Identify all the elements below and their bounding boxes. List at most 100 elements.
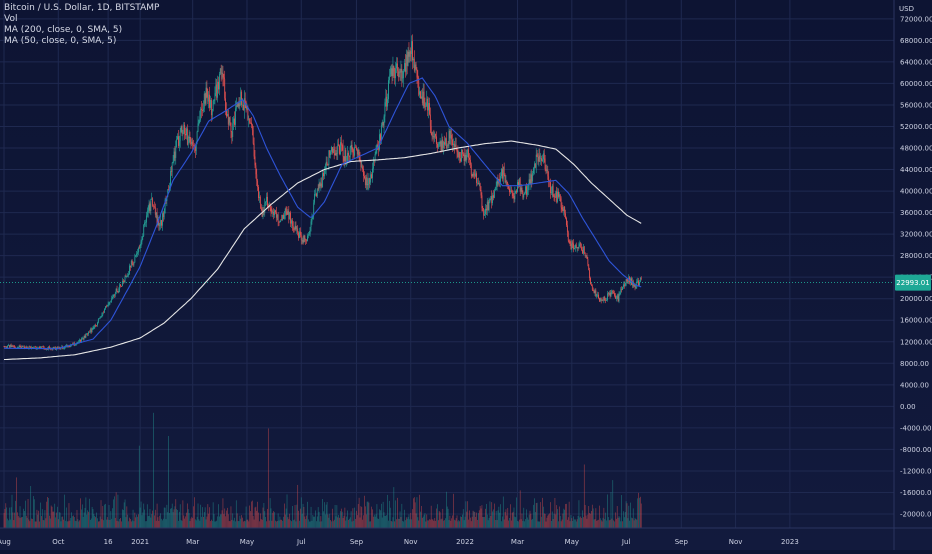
- candle-body: [53, 347, 55, 348]
- volume-bar: [456, 515, 458, 528]
- candle-body: [271, 211, 273, 213]
- candle-body: [462, 153, 464, 155]
- volume-bar: [53, 511, 55, 528]
- candle-body: [607, 293, 609, 295]
- volume-bar: [467, 501, 469, 528]
- candle-body: [331, 147, 332, 152]
- candle-body: [254, 156, 256, 166]
- volume-bar: [521, 513, 523, 528]
- volume-bar: [584, 505, 586, 528]
- candle-body: [354, 147, 356, 156]
- volume-bar: [79, 520, 80, 528]
- volume-bar: [231, 519, 233, 528]
- candle-body: [32, 347, 33, 348]
- candle-body: [38, 347, 40, 348]
- volume-bar: [267, 508, 268, 528]
- volume-bar: [123, 502, 125, 528]
- volume-bar: [25, 515, 27, 528]
- volume-bar: [637, 498, 639, 528]
- volume-bar: [144, 509, 145, 528]
- volume-bar: [91, 506, 93, 528]
- volume-bar: [228, 520, 230, 528]
- volume-bar: [242, 517, 243, 528]
- candle-body: [17, 347, 19, 348]
- volume-bar: [117, 494, 119, 528]
- candle-body: [290, 212, 291, 224]
- candle-body: [252, 130, 254, 144]
- candle-body: [592, 289, 594, 291]
- volume-bar: [219, 516, 220, 528]
- candle-body: [294, 225, 296, 230]
- candle-body: [542, 153, 544, 160]
- volume-bar: [32, 518, 33, 528]
- volume-bar: [126, 506, 128, 528]
- candle-body: [83, 335, 85, 339]
- candle-body: [37, 347, 39, 349]
- volume-bar: [542, 506, 544, 528]
- volume-bar: [80, 498, 81, 528]
- volume-bar: [555, 514, 557, 528]
- candle-body: [8, 345, 9, 346]
- volume-bar: [240, 518, 242, 528]
- volume-bar: [320, 516, 322, 528]
- volume-bar: [398, 518, 400, 528]
- volume-bar: [42, 520, 44, 528]
- candle-body: [429, 114, 431, 127]
- volume-bar: [416, 497, 418, 528]
- volume-bar: [59, 512, 61, 528]
- candle-body: [272, 211, 274, 213]
- volume-bar: [10, 507, 12, 528]
- volume-bar: [316, 521, 317, 528]
- candle-body: [503, 166, 505, 175]
- volume-bar: [299, 520, 300, 528]
- candle-body: [158, 218, 160, 227]
- volume-bar: [336, 505, 338, 528]
- candle-body: [385, 96, 387, 103]
- candle-body: [577, 247, 579, 249]
- volume-bar: [395, 500, 396, 528]
- volume-bar: [16, 477, 17, 528]
- candle-body: [386, 96, 388, 107]
- candle-body: [336, 153, 338, 154]
- candle-body: [199, 116, 201, 121]
- legend-ma50[interactable]: MA (50, close, 0, SMA, 5): [4, 36, 117, 46]
- legend-ma200[interactable]: MA (200, close, 0, SMA, 5): [4, 25, 123, 35]
- volume-bar: [459, 521, 461, 528]
- candle-body: [510, 190, 511, 193]
- volume-bar: [192, 518, 194, 528]
- candle-body: [578, 244, 580, 249]
- volume-bar: [139, 507, 141, 528]
- volume-bar: [538, 521, 540, 528]
- volume-bar: [245, 506, 247, 528]
- candle-body: [342, 145, 344, 157]
- candle-body: [520, 187, 522, 192]
- volume-bar: [271, 520, 273, 528]
- candle-body: [292, 226, 294, 230]
- candle-body: [117, 291, 119, 293]
- candle-body: [314, 194, 316, 203]
- legend-vol[interactable]: Vol: [4, 14, 18, 24]
- volume-bar: [199, 520, 201, 528]
- candle-body: [561, 207, 563, 210]
- candle-body: [108, 303, 110, 305]
- candle-body: [429, 103, 430, 115]
- volume-bar: [238, 521, 240, 528]
- volume-bar: [639, 497, 640, 528]
- candle-body: [118, 288, 120, 293]
- candle-body: [579, 243, 581, 245]
- candle-body: [93, 327, 95, 328]
- candle-body: [67, 345, 69, 348]
- candle-body: [418, 80, 420, 95]
- candle-body: [602, 299, 604, 301]
- candle-body: [295, 225, 297, 230]
- volume-bar: [100, 500, 102, 528]
- x-tick-label: 16: [104, 538, 113, 546]
- candle-body: [422, 91, 424, 104]
- candle-body: [144, 222, 146, 225]
- candle-body: [506, 181, 508, 186]
- candle-body: [119, 284, 121, 289]
- volume-bar: [90, 518, 92, 528]
- candle-body: [225, 98, 227, 111]
- candle-body: [198, 120, 200, 124]
